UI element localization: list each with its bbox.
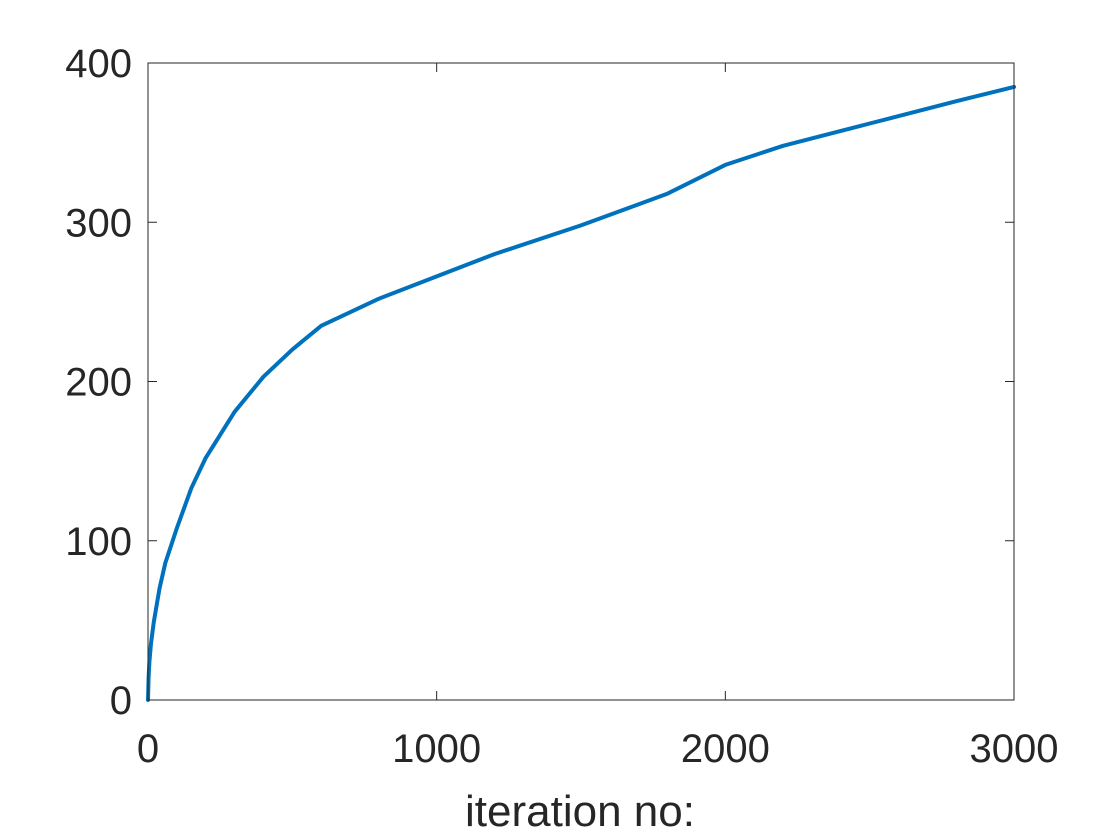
x-tick-label: 0	[137, 727, 159, 771]
y-tick-label: 100	[65, 520, 132, 564]
y-tick-label: 200	[65, 361, 132, 405]
y-tick-label: 300	[65, 201, 132, 245]
plot-area	[146, 84, 1016, 702]
series-line	[146, 84, 1016, 702]
x-axis-label: iteration no:	[465, 787, 695, 836]
y-tick-label: 400	[65, 42, 132, 86]
axes: 0 1000 2000 3000 0 100 200 300 400	[65, 42, 1058, 771]
x-tick-label: 1000	[392, 727, 481, 771]
y-tick-label: 0	[110, 679, 132, 723]
axes-box	[147, 62, 1015, 701]
x-tick-label: 2000	[681, 727, 770, 771]
x-tick-label: 3000	[970, 727, 1059, 771]
